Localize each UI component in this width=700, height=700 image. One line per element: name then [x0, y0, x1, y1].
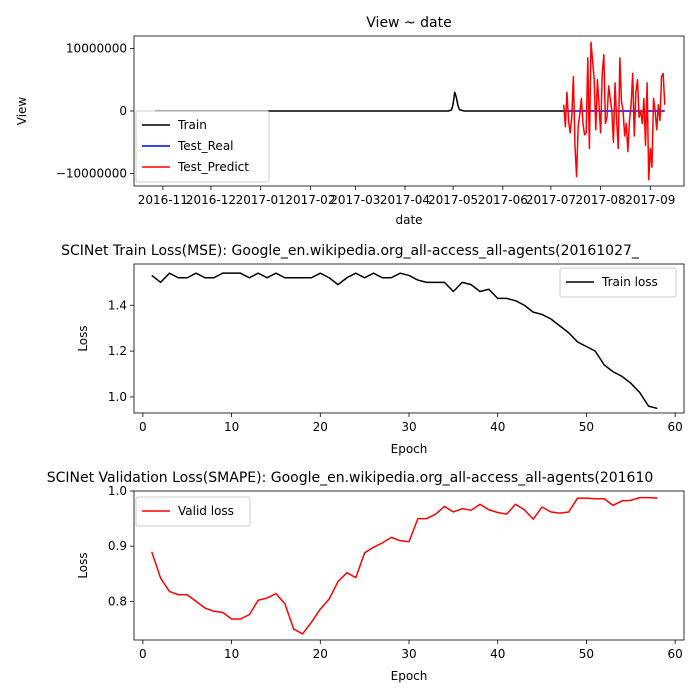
x-tick-label: 2017-01: [236, 193, 286, 207]
y-tick-label: 1.2: [108, 344, 127, 358]
x-tick-label: 2017-09: [625, 193, 675, 207]
x-tick-label: 2017-08: [576, 193, 626, 207]
y-axis-label: Loss: [76, 325, 90, 351]
chart-3: SCINet Validation Loss(SMAPE): Google_en…: [47, 470, 685, 683]
x-tick-label: 10: [224, 420, 239, 434]
y-tick-label: 0.8: [108, 594, 127, 608]
series-line-train-loss: [151, 272, 658, 410]
y-axis-label: Loss: [76, 552, 90, 578]
x-tick-label: 0: [139, 647, 147, 661]
x-tick-label: 2016-12: [186, 193, 236, 207]
legend: Train loss: [559, 267, 677, 298]
x-tick-label: 2016-11: [138, 193, 188, 207]
x-axis-label: date: [395, 213, 422, 227]
legend: Train Test_Real Test_Predict: [135, 110, 270, 183]
x-tick-label: 60: [667, 647, 682, 661]
x-tick-label: 50: [579, 647, 594, 661]
legend-label: Train: [177, 118, 207, 132]
legend-label: Valid loss: [178, 504, 234, 518]
x-tick-label: 0: [139, 420, 147, 434]
x-tick-label: 10: [224, 647, 239, 661]
series-line-valid-loss: [151, 496, 658, 635]
y-axis-label: View: [15, 97, 29, 126]
x-tick-label: 40: [490, 647, 505, 661]
y-tick-label: −10000000: [56, 167, 127, 181]
legend-label: Train loss: [601, 275, 658, 289]
legend-box: [135, 496, 251, 527]
x-tick-label: 60: [667, 420, 682, 434]
x-tick-label: 30: [401, 420, 416, 434]
x-tick-label: 20: [313, 420, 328, 434]
x-tick-label: 2017-04: [380, 193, 430, 207]
y-tick-label: 1.4: [108, 298, 127, 312]
legend-box: [135, 110, 270, 183]
y-tick-label: 1.0: [108, 484, 127, 498]
legend-label: Test_Real: [177, 139, 234, 153]
chart-title: SCINet Validation Loss(SMAPE): Google_en…: [47, 470, 654, 486]
x-tick-label: 40: [490, 420, 505, 434]
legend-box: [559, 267, 677, 298]
chart-2: SCINet Train Loss(MSE): Google_en.wikipe…: [61, 243, 685, 456]
x-axis-label: Epoch: [391, 442, 428, 456]
chart-title: SCINet Train Loss(MSE): Google_en.wikipe…: [61, 243, 640, 259]
x-tick-label: 2017-05: [428, 193, 478, 207]
chart-1: View ~ date 10000000 0 −10000000 2016-112016…: [15, 15, 685, 227]
x-tick-label: 2017-06: [478, 193, 528, 207]
x-tick-label: 50: [579, 420, 594, 434]
x-axis-label: Epoch: [391, 669, 428, 683]
x-tick-label: 30: [401, 647, 416, 661]
x-tick-label: 2017-07: [526, 193, 576, 207]
x-tick-label: 20: [313, 647, 328, 661]
y-tick-label: 0.9: [108, 539, 127, 553]
y-tick-label: 1.0: [108, 390, 127, 404]
series-line-train: [154, 91, 564, 112]
y-tick-label: 0: [119, 104, 127, 118]
legend: Valid loss: [135, 496, 251, 527]
series-line-test-predict: [562, 41, 666, 181]
y-tick-label: 10000000: [66, 42, 127, 56]
x-tick-label: 2017-03: [330, 193, 380, 207]
chart-title: View ~ date: [366, 15, 451, 31]
x-tick-label: 2017-02: [285, 193, 335, 207]
legend-label: Test_Predict: [177, 160, 249, 174]
